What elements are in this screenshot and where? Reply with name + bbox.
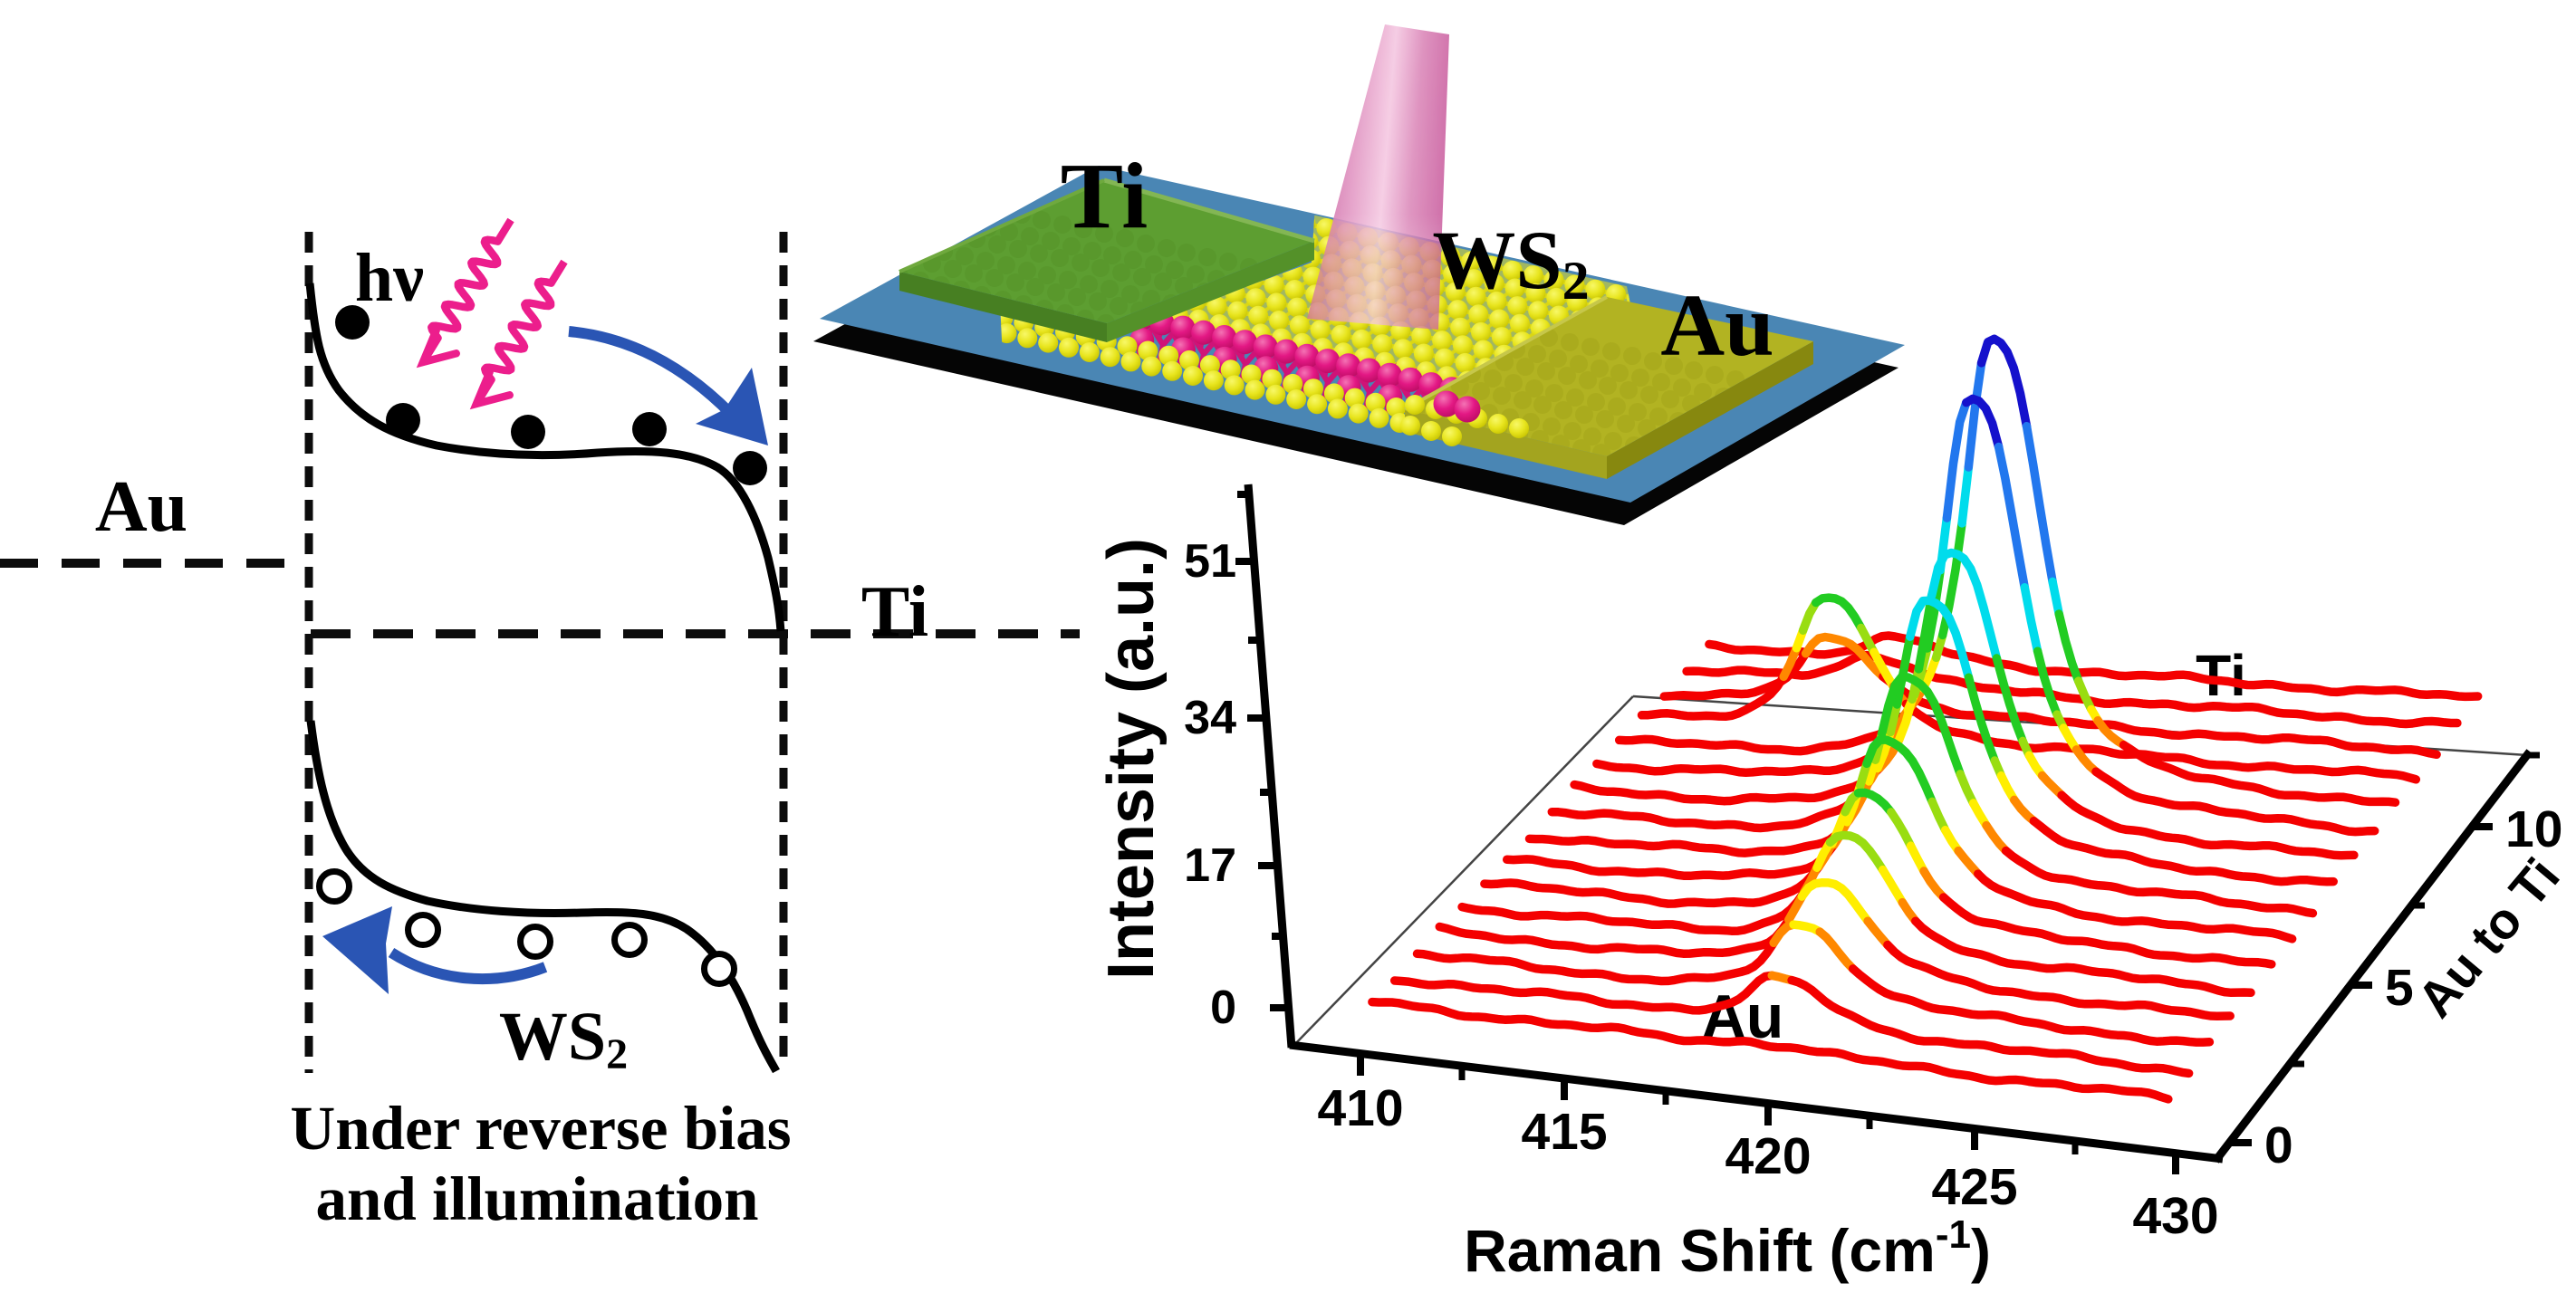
svg-text:Raman Shift (cm-1): Raman Shift (cm-1) [1464, 1212, 1991, 1284]
svg-text:Ti: Ti [1061, 144, 1148, 248]
svg-text:and illumination: and illumination [316, 1164, 759, 1233]
svg-text:420: 420 [1725, 1127, 1811, 1185]
svg-text:410: 410 [1317, 1079, 1403, 1137]
svg-text:10: 10 [2505, 800, 2562, 858]
svg-text:34: 34 [1184, 692, 1236, 744]
svg-text:Intensity (a.u.): Intensity (a.u.) [1095, 538, 1168, 980]
svg-text:Ti: Ti [861, 572, 928, 652]
svg-text:Au: Au [1660, 277, 1773, 375]
svg-text:425: 425 [1931, 1158, 2017, 1216]
svg-text:hν: hν [355, 240, 424, 316]
svg-text:430: 430 [2132, 1187, 2218, 1245]
svg-text:5: 5 [2385, 959, 2414, 1017]
svg-text:0: 0 [1210, 982, 1236, 1034]
svg-text:Under reverse bias: Under reverse bias [290, 1094, 791, 1163]
svg-text:0: 0 [2264, 1116, 2293, 1174]
svg-text:415: 415 [1521, 1103, 1607, 1161]
svg-text:17: 17 [1184, 839, 1236, 892]
svg-text:51: 51 [1184, 535, 1236, 588]
svg-text:Au: Au [95, 467, 187, 547]
